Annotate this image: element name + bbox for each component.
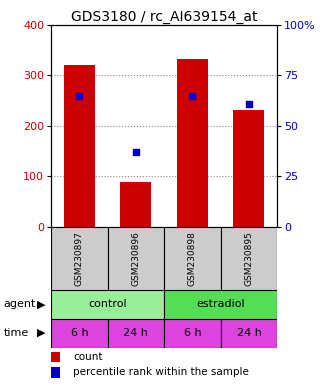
Bar: [177, 59, 208, 227]
Text: count: count: [73, 352, 103, 362]
Bar: [164, 290, 277, 319]
Text: estradiol: estradiol: [196, 299, 245, 310]
Bar: [164, 227, 221, 290]
Text: GSM230897: GSM230897: [75, 231, 84, 286]
Bar: [164, 319, 221, 348]
Bar: [221, 227, 277, 290]
Text: 24 h: 24 h: [237, 328, 261, 338]
Point: [190, 93, 195, 99]
Bar: [51, 227, 108, 290]
Bar: [108, 227, 164, 290]
Title: GDS3180 / rc_AI639154_at: GDS3180 / rc_AI639154_at: [71, 10, 257, 24]
Point: [77, 93, 82, 99]
Text: percentile rank within the sample: percentile rank within the sample: [73, 367, 249, 377]
Bar: [221, 319, 277, 348]
Text: control: control: [88, 299, 127, 310]
Text: 6 h: 6 h: [71, 328, 88, 338]
Text: GSM230895: GSM230895: [245, 231, 253, 286]
Text: time: time: [3, 328, 29, 338]
Text: GSM230898: GSM230898: [188, 231, 197, 286]
Text: 6 h: 6 h: [183, 328, 201, 338]
Bar: [51, 319, 108, 348]
Point: [133, 149, 139, 155]
Bar: [51, 290, 164, 319]
Text: ▶: ▶: [37, 299, 46, 310]
Bar: [51, 367, 60, 378]
Text: GSM230896: GSM230896: [131, 231, 141, 286]
Bar: [108, 319, 164, 348]
Bar: [51, 352, 60, 362]
Text: ▶: ▶: [37, 328, 46, 338]
Text: 24 h: 24 h: [123, 328, 148, 338]
Text: agent: agent: [3, 299, 36, 310]
Bar: [64, 65, 95, 227]
Bar: [120, 182, 151, 227]
Point: [246, 101, 251, 107]
Bar: [233, 109, 264, 227]
